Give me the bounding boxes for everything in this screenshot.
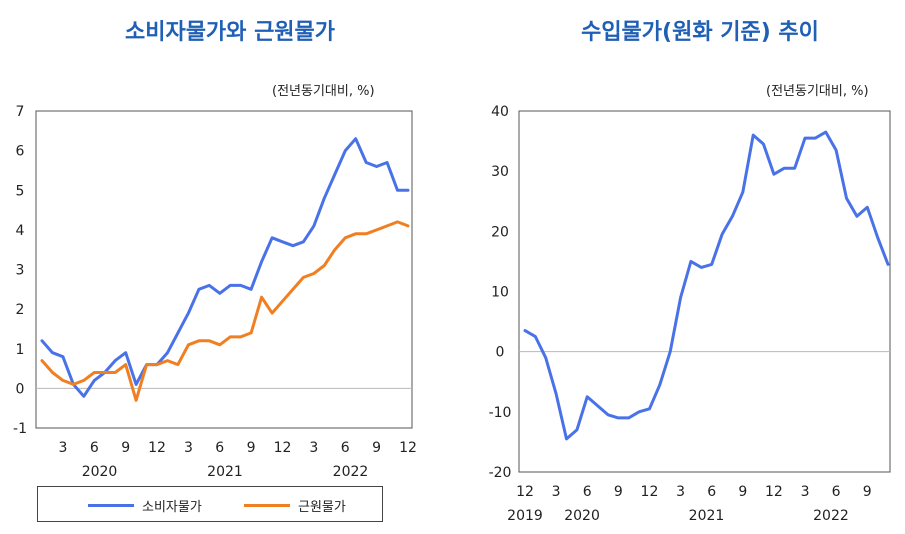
right-y-tick-label: 30	[491, 164, 509, 180]
right-y-tick-label: -20	[489, 465, 512, 481]
left-plot-area	[35, 110, 413, 429]
left-x-tick-label: 12	[148, 440, 166, 456]
right-year-label: 2021	[689, 508, 725, 524]
left-y-tick-label: 5	[16, 183, 25, 199]
right-y-tick-label: -10	[489, 405, 512, 421]
right-x-tick-label: 9	[863, 484, 872, 500]
left-x-tick-label: 3	[58, 440, 67, 456]
left-x-tick-label: 12	[399, 440, 417, 456]
right-x-tick-label: 9	[614, 484, 623, 500]
left-unit-label: (전년동기대비, %)	[272, 84, 375, 99]
right-x-tick-label: 12	[641, 484, 659, 500]
right-unit-label: (전년동기대비, %)	[766, 84, 869, 99]
right-year-label: 2019	[507, 508, 543, 524]
left-y-tick-label: 2	[16, 302, 25, 318]
left-series-line-0	[40, 137, 410, 398]
left-y-tick-label: 7	[16, 104, 25, 120]
left-chart-legend: 소비자물가 근원물가	[37, 486, 383, 522]
left-year-label: 2022	[333, 464, 369, 480]
right-y-tick-label: 20	[491, 224, 509, 240]
left-y-tick-label: 4	[16, 223, 25, 239]
right-x-tick-label: 3	[552, 484, 561, 500]
left-x-tick-label: 9	[372, 440, 381, 456]
right-series-line-0	[523, 130, 890, 441]
right-x-tick-label: 9	[738, 484, 747, 500]
right-x-tick-label: 3	[676, 484, 685, 500]
left-x-tick-label: 6	[341, 440, 350, 456]
left-x-tick-label: 6	[215, 440, 224, 456]
left-x-tick-label: 3	[184, 440, 193, 456]
legend-item-cpi: 소비자물가	[88, 496, 202, 515]
legend-item-core: 근원물가	[244, 496, 346, 515]
right-y-tick-label: 40	[491, 104, 509, 120]
right-year-label: 2020	[564, 508, 600, 524]
right-year-label: 2022	[813, 508, 849, 524]
right-x-tick-label: 6	[583, 484, 592, 500]
left-y-tick-label: 3	[16, 263, 25, 279]
left-year-label: 2020	[82, 464, 118, 480]
left-x-tick-label: 12	[274, 440, 292, 456]
left-y-tick-label: 1	[16, 342, 25, 358]
left-y-tick-label: 0	[16, 381, 25, 397]
right-x-tick-label: 6	[832, 484, 841, 500]
legend-label-cpi: 소비자물가	[142, 500, 202, 515]
legend-swatch-cpi	[88, 504, 134, 507]
right-chart-title: 수입물가(원화 기준) 추이	[581, 20, 819, 45]
left-x-tick-label: 9	[121, 440, 130, 456]
right-x-tick-label: 6	[707, 484, 716, 500]
left-x-tick-label: 3	[309, 440, 318, 456]
right-x-tick-label: 3	[801, 484, 810, 500]
right-x-tick-label: 12	[516, 484, 534, 500]
left-x-tick-label: 6	[90, 440, 99, 456]
left-y-tick-label: 6	[16, 144, 25, 160]
right-y-tick-label: 0	[496, 345, 505, 361]
legend-label-core: 근원물가	[298, 500, 346, 515]
right-y-tick-label: 10	[491, 285, 509, 301]
left-series-line-1	[40, 220, 410, 402]
legend-swatch-core	[244, 504, 290, 507]
left-y-tick-label: -1	[13, 421, 27, 437]
right-x-tick-label: 12	[765, 484, 783, 500]
left-x-tick-label: 9	[247, 440, 256, 456]
right-plot-area	[518, 110, 891, 473]
left-chart-title: 소비자물가와 근원물가	[124, 20, 336, 45]
left-year-label: 2021	[207, 464, 243, 480]
